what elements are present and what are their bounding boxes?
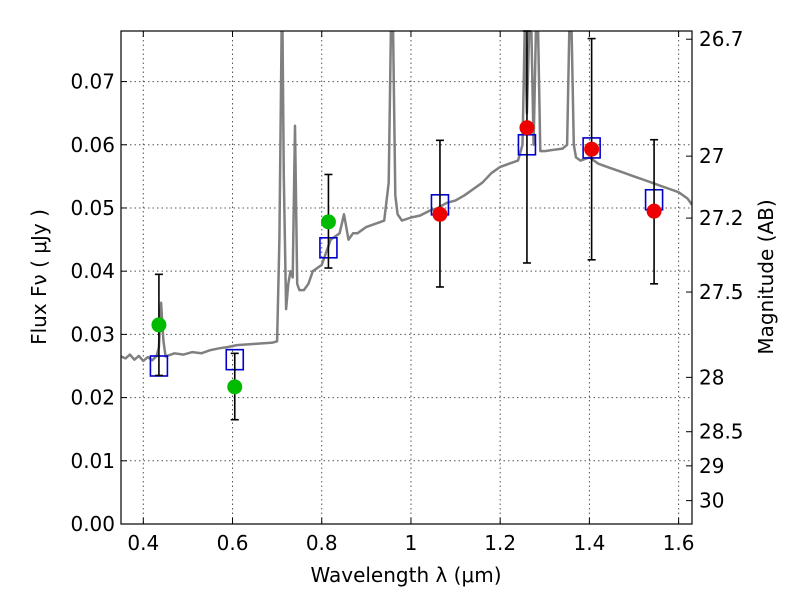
observed-point	[151, 317, 167, 333]
x-tick-label: 1.2	[484, 531, 516, 555]
right-tick-label: 28.5	[699, 420, 744, 444]
observed-point	[519, 120, 535, 136]
right-tick-label: 29	[699, 454, 724, 478]
x-axis-label: Wavelength λ (μm)	[310, 563, 501, 587]
x-tick-label: 1	[405, 531, 418, 555]
plot-frame	[120, 30, 693, 525]
x-tick-label: 0.6	[217, 531, 249, 555]
right-tick-label: 30	[699, 489, 724, 513]
grid	[121, 31, 692, 525]
observed-point	[227, 379, 243, 395]
y-axis-label: Flux Fν ( μJy )	[27, 209, 51, 345]
plot-area	[121, 31, 692, 363]
y-tick-label: 0.00	[70, 512, 115, 536]
right-tick-label: 26.7	[699, 27, 744, 51]
right-tick-label: 28	[699, 365, 724, 389]
x-tick-label: 0.8	[306, 531, 338, 555]
y-tick-label: 0.01	[70, 449, 115, 473]
right-tick-label: 27.2	[699, 206, 744, 230]
observed-point	[320, 214, 336, 230]
y-tick-label: 0.04	[70, 259, 115, 283]
observed-point	[584, 141, 600, 157]
y-tick-label: 0.02	[70, 386, 115, 410]
observed-point	[646, 203, 662, 219]
ticks: 0.4 0.6 0.8 1 1.2 1.4 1.6 0.00 0.01 0.02 0.03 0.04 0…	[70, 27, 743, 555]
x-tick-label: 1.6	[663, 531, 695, 555]
x-tick-label: 1.4	[573, 531, 605, 555]
y-tick-label: 0.05	[70, 196, 115, 220]
right-tick-label: 27	[699, 144, 724, 168]
observed-point	[432, 206, 448, 222]
y-tick-label: 0.03	[70, 322, 115, 346]
y-tick-label: 0.06	[70, 133, 115, 157]
right-axis-label: Magnitude (AB)	[754, 199, 778, 354]
points	[149, 30, 664, 421]
sed-model-line	[121, 31, 692, 363]
y-tick-label: 0.07	[70, 70, 115, 94]
x-tick-label: 0.4	[127, 531, 159, 555]
right-tick-label: 27.5	[699, 280, 744, 304]
